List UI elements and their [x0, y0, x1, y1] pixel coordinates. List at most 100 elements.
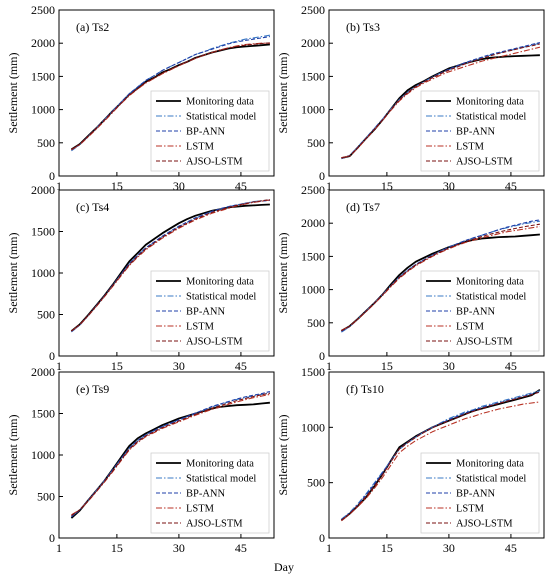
legend-label: LSTM — [456, 504, 485, 515]
x-tick-label: 15 — [111, 359, 123, 373]
y-tick-label: 500 — [37, 490, 55, 504]
legend: Monitoring data Statistical model BP-ANN LS… — [150, 270, 270, 352]
chart-panel: 0 500 1000 1500 2000 2500 1 15 30 45 Settlement (m… — [6, 3, 275, 193]
legend-label: Statistical model — [456, 292, 526, 303]
legend-label: AJSO-LSTM — [186, 337, 243, 348]
y-axis-label: Settlement (mm) — [276, 53, 290, 134]
legend-label: BP-ANN — [186, 307, 226, 318]
y-tick-label: 1500 — [301, 69, 325, 83]
legend-label: BP-ANN — [186, 127, 226, 138]
x-tick-label: 45 — [505, 359, 517, 373]
x-tick-label: 15 — [111, 541, 123, 555]
series-line-ajso-lstm — [341, 391, 541, 521]
panel-title: (a) Ts2 — [76, 20, 109, 34]
x-tick-label: 45 — [235, 541, 247, 555]
x-tick-label: 15 — [111, 179, 123, 193]
legend-label: Monitoring data — [456, 277, 524, 288]
y-tick-label: 500 — [307, 136, 325, 150]
series-line-lstm — [341, 401, 540, 522]
y-tick-label: 500 — [37, 136, 55, 150]
panel-title: (c) Ts4 — [76, 200, 109, 214]
y-axis-label: Settlement (mm) — [276, 233, 290, 314]
y-tick-label: 0 — [49, 169, 55, 183]
legend-label: AJSO-LSTM — [456, 337, 513, 348]
y-tick-label: 500 — [307, 316, 325, 330]
plot-frame — [328, 189, 545, 357]
x-tick-label: 30 — [443, 359, 455, 373]
y-tick-label: 0 — [319, 349, 325, 363]
legend-label: BP-ANN — [186, 489, 226, 500]
legend-label: Monitoring data — [186, 97, 254, 108]
legend-label: AJSO-LSTM — [456, 519, 513, 530]
y-tick-label: 500 — [307, 476, 325, 490]
y-tick-label: 1500 — [31, 225, 55, 239]
legend-label: Statistical model — [456, 112, 526, 123]
x-tick-label: 1 — [56, 359, 62, 373]
chart-panel: 0 500 1000 1500 2000 1 15 30 45 Settlement (mm) (c… — [6, 183, 275, 373]
y-tick-label: 1000 — [301, 103, 325, 117]
y-tick-label: 1000 — [301, 283, 325, 297]
legend-label: Statistical model — [186, 474, 256, 485]
y-tick-label: 500 — [37, 308, 55, 322]
legend: Monitoring data Statistical model BP-ANN LS… — [150, 452, 270, 534]
legend-label: BP-ANN — [456, 307, 496, 318]
legend-label: BP-ANN — [456, 489, 496, 500]
plot-frame — [328, 9, 545, 177]
panel-title: (e) Ts9 — [76, 382, 109, 396]
series-line-lstm — [71, 393, 271, 516]
x-tick-label: 30 — [173, 179, 185, 193]
series-line-ajso-lstm — [341, 43, 541, 159]
x-tick-label: 45 — [505, 541, 517, 555]
y-tick-label: 1000 — [31, 448, 55, 462]
panel-title: (f) Ts10 — [346, 382, 384, 396]
legend-label: LSTM — [456, 322, 485, 333]
x-tick-label: 30 — [173, 541, 185, 555]
y-axis-label: Settlement (mm) — [6, 53, 20, 134]
chart-panel: 0 500 1000 1500 2000 2500 1 15 30 45 Settlement (m… — [276, 3, 545, 193]
x-tick-label: 30 — [443, 541, 455, 555]
chart-panel: 0 500 1000 1500 1 15 30 45 Settlement (mm) (f) Ts… — [276, 365, 545, 555]
legend: Monitoring data Statistical model BP-ANN LS… — [420, 270, 540, 352]
legend-label: Monitoring data — [456, 97, 524, 108]
panel-title: (d) Ts7 — [346, 200, 380, 214]
y-tick-label: 2000 — [301, 216, 325, 230]
y-tick-label: 0 — [319, 531, 325, 545]
x-tick-label: 1 — [326, 179, 332, 193]
y-tick-label: 1500 — [31, 407, 55, 421]
y-axis-label: Settlement (mm) — [6, 233, 20, 314]
legend-label: LSTM — [186, 322, 215, 333]
y-tick-label: 2000 — [31, 183, 55, 197]
legend-label: Statistical model — [186, 112, 256, 123]
y-tick-label: 1500 — [31, 69, 55, 83]
x-tick-label: 1 — [56, 541, 62, 555]
x-tick-label: 1 — [56, 179, 62, 193]
x-tick-label: 45 — [505, 179, 517, 193]
chart-panel: 0 500 1000 1500 2000 2500 1 15 30 45 Settlement (m… — [276, 183, 545, 373]
series-line-ajso-lstm — [71, 198, 270, 332]
x-tick-label: 15 — [381, 179, 393, 193]
legend-label: AJSO-LSTM — [186, 157, 243, 168]
legend-label: LSTM — [186, 142, 215, 153]
series-line-ajso-lstm — [341, 223, 540, 332]
plot-frame — [58, 9, 275, 177]
y-tick-label: 2000 — [31, 365, 55, 379]
y-tick-label: 2500 — [31, 3, 55, 17]
legend-label: LSTM — [186, 504, 215, 515]
legend-label: Statistical model — [186, 292, 256, 303]
legend-label: Monitoring data — [186, 459, 254, 470]
y-tick-label: 1500 — [301, 365, 325, 379]
y-tick-label: 1000 — [31, 103, 55, 117]
y-tick-label: 0 — [319, 169, 325, 183]
x-tick-label: 45 — [235, 359, 247, 373]
y-tick-label: 1000 — [301, 420, 325, 434]
legend: Monitoring data Statistical model BP-ANN LS… — [150, 90, 270, 172]
y-tick-label: 1500 — [301, 249, 325, 263]
legend-label: Monitoring data — [186, 277, 254, 288]
y-axis-label: Settlement (mm) — [276, 415, 290, 496]
x-tick-label: 1 — [326, 359, 332, 373]
series-line-lstm — [341, 46, 541, 159]
y-tick-label: 2500 — [301, 183, 325, 197]
y-tick-label: 1000 — [31, 266, 55, 280]
